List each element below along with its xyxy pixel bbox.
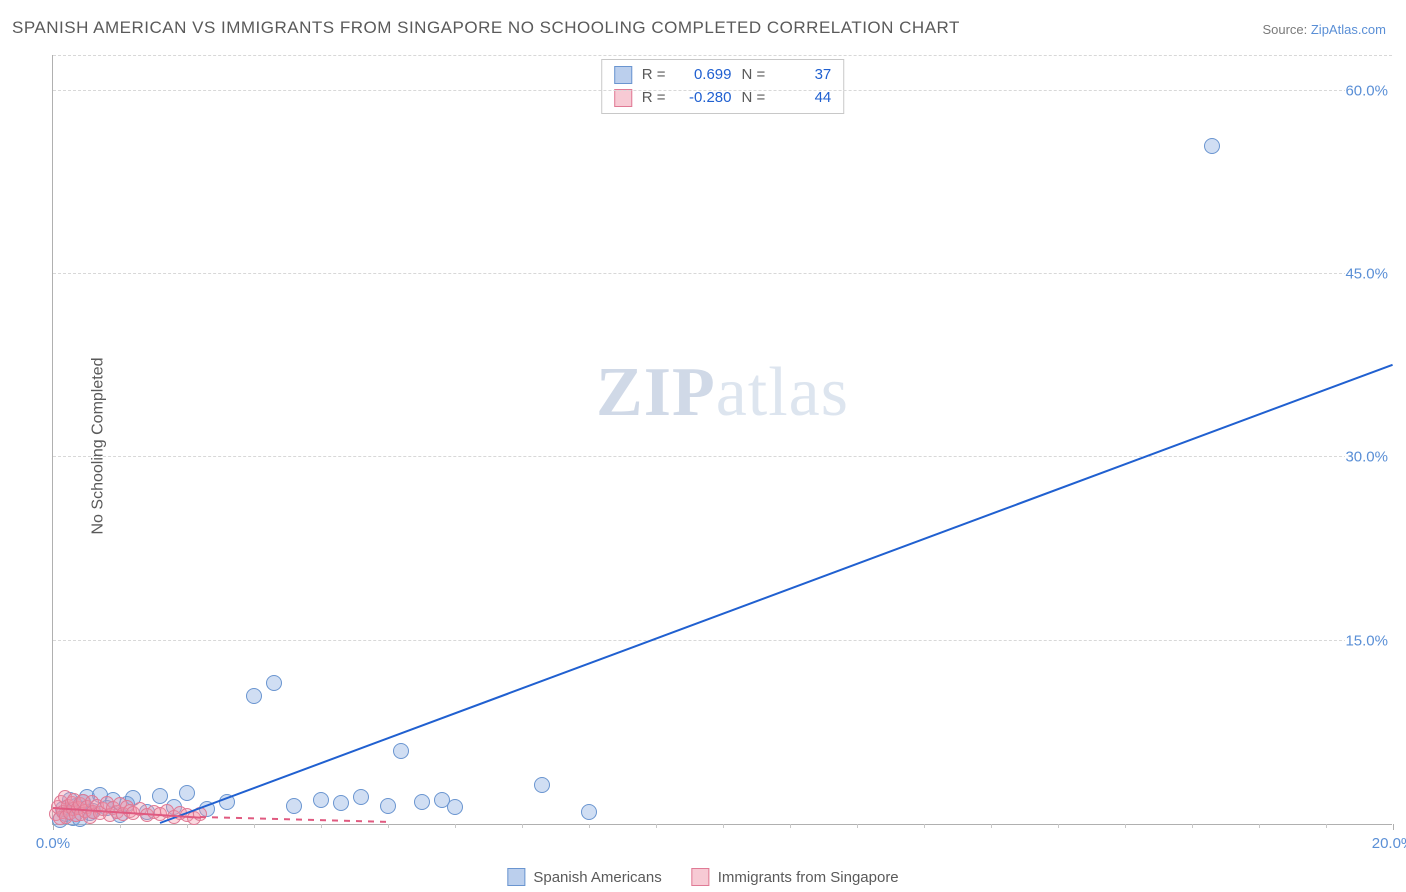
trend-line	[200, 816, 388, 822]
x-minor-tick	[455, 824, 456, 828]
data-point	[1204, 138, 1220, 154]
data-point	[581, 804, 597, 820]
y-tick-label: 30.0%	[1345, 449, 1394, 466]
swatch-blue-icon	[507, 868, 525, 886]
gridline	[53, 55, 1392, 56]
legend-item-blue: Spanish Americans	[507, 868, 661, 886]
x-minor-tick	[187, 824, 188, 828]
watermark-atlas: atlas	[716, 354, 849, 431]
data-point	[353, 789, 369, 805]
data-point	[414, 794, 430, 810]
y-tick-label: 15.0%	[1345, 632, 1394, 649]
x-minor-tick	[991, 824, 992, 828]
x-minor-tick	[321, 824, 322, 828]
x-tick-label: 20.0%	[1372, 835, 1406, 852]
swatch-blue-icon	[614, 66, 632, 84]
r-value: 0.699	[676, 64, 732, 87]
n-label: N =	[742, 64, 766, 87]
data-point	[286, 798, 302, 814]
scatter-plot: ZIPatlas R = 0.699 N = 37 R = -0.280 N =…	[52, 55, 1392, 825]
data-point	[246, 688, 262, 704]
x-minor-tick	[924, 824, 925, 828]
x-minor-tick	[1192, 824, 1193, 828]
x-minor-tick	[522, 824, 523, 828]
swatch-pink-icon	[692, 868, 710, 886]
data-point	[447, 799, 463, 815]
x-minor-tick	[388, 824, 389, 828]
data-point	[393, 743, 409, 759]
chart-title: SPANISH AMERICAN VS IMMIGRANTS FROM SING…	[12, 18, 960, 38]
x-minor-tick	[1326, 824, 1327, 828]
legend-label: Spanish Americans	[533, 869, 661, 886]
x-minor-tick	[1259, 824, 1260, 828]
x-minor-tick	[723, 824, 724, 828]
x-minor-tick	[1125, 824, 1126, 828]
gridline	[53, 640, 1392, 641]
data-point	[534, 777, 550, 793]
gridline	[53, 273, 1392, 274]
x-minor-tick	[589, 824, 590, 828]
trend-line	[160, 364, 1393, 824]
data-point	[380, 798, 396, 814]
x-minor-tick	[120, 824, 121, 828]
legend-label: Immigrants from Singapore	[718, 869, 899, 886]
data-point	[313, 792, 329, 808]
data-point	[266, 675, 282, 691]
r-label: R =	[642, 64, 666, 87]
series-legend: Spanish Americans Immigrants from Singap…	[507, 868, 898, 886]
x-tick-label: 0.0%	[36, 835, 70, 852]
n-value: 37	[775, 64, 831, 87]
x-minor-tick	[254, 824, 255, 828]
gridline	[53, 456, 1392, 457]
x-tick-mark	[1393, 824, 1394, 830]
source-label: Source:	[1262, 22, 1310, 37]
swatch-pink-icon	[614, 89, 632, 107]
stats-legend: R = 0.699 N = 37 R = -0.280 N = 44	[601, 59, 845, 114]
data-point	[152, 788, 168, 804]
source-credit: Source: ZipAtlas.com	[1262, 22, 1386, 37]
watermark-zip: ZIP	[596, 354, 716, 431]
data-point	[179, 785, 195, 801]
gridline	[53, 90, 1392, 91]
x-minor-tick	[1058, 824, 1059, 828]
x-minor-tick	[857, 824, 858, 828]
stats-row-blue: R = 0.699 N = 37	[614, 64, 832, 87]
legend-item-pink: Immigrants from Singapore	[692, 868, 899, 886]
y-tick-label: 60.0%	[1345, 82, 1394, 99]
watermark: ZIPatlas	[596, 353, 849, 433]
data-point	[333, 795, 349, 811]
y-tick-label: 45.0%	[1345, 266, 1394, 283]
x-minor-tick	[656, 824, 657, 828]
x-minor-tick	[790, 824, 791, 828]
source-link[interactable]: ZipAtlas.com	[1311, 22, 1386, 37]
